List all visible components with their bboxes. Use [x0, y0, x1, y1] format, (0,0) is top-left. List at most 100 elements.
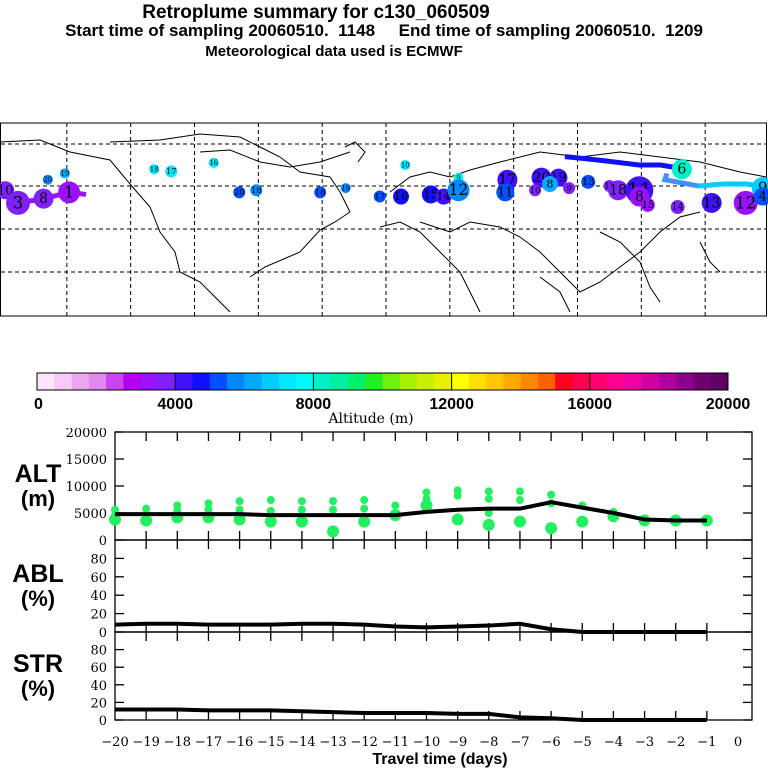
series-line: [114, 621, 707, 634]
colorbar-swatch: [123, 373, 142, 390]
cluster-marker: 19: [340, 183, 351, 194]
cluster-circle: [529, 184, 542, 197]
cluster-marker: 17: [165, 165, 178, 178]
cluster-circle: [208, 157, 219, 168]
y-tick-label: 60: [90, 571, 107, 586]
cluster-marker: 11: [496, 183, 515, 202]
colorbar-swatch: [244, 373, 263, 390]
colorbar-swatch: [572, 373, 591, 390]
x-tick-label: −13: [319, 735, 346, 750]
altitude-point: [453, 491, 462, 500]
cluster-circle: [563, 182, 576, 195]
cluster-circle: [435, 188, 452, 205]
x-tick-label: −9: [448, 735, 467, 750]
cluster-marker: 10: [529, 184, 542, 197]
cluster-marker: 12: [447, 179, 470, 202]
colorbar-swatch: [175, 373, 193, 390]
cluster-marker: 16: [393, 188, 410, 205]
cluster-circle: [581, 174, 596, 189]
colorbar-swatch: [278, 373, 297, 390]
cluster-marker: 9: [563, 182, 576, 195]
cluster-label: 1: [64, 183, 74, 201]
altitude-point: [576, 515, 589, 528]
colorbar-swatch: [227, 373, 245, 390]
cluster-marker: 18: [608, 180, 629, 201]
colorbar-swatch: [503, 373, 522, 390]
colorbar-swatch: [520, 373, 539, 390]
colorbar-tick-label: 0: [34, 396, 43, 413]
cluster-marker: 16: [208, 157, 219, 168]
colorbar-swatch: [399, 373, 418, 390]
x-axis-label: Travel time (days): [372, 751, 507, 768]
cluster-label: 18: [150, 165, 159, 173]
y-tick-label: 0: [99, 714, 107, 729]
colorbar-tick-label: 4000: [157, 396, 193, 413]
cluster-marker: 19: [59, 168, 70, 179]
altitude-point: [204, 499, 213, 508]
colorbar-swatch: [486, 373, 504, 390]
panel-frame: [114, 631, 753, 721]
y-tick-label: 60: [90, 661, 107, 676]
cluster-circle: [33, 188, 54, 209]
panel-unit: (%): [21, 676, 55, 701]
colorbar-swatch: [71, 373, 90, 390]
cluster-label: 10: [530, 185, 541, 195]
x-tick-label: −1: [697, 735, 716, 750]
cluster-label: 14: [436, 190, 450, 203]
colorbar-label: Altitude (m): [327, 411, 413, 427]
altitude-point: [235, 505, 244, 514]
cluster-label: 17: [166, 166, 177, 176]
cluster-label: 11: [497, 184, 513, 199]
cluster-marker: 17: [373, 190, 386, 203]
cluster-circle: [340, 183, 351, 194]
cluster-label: 10: [0, 182, 13, 197]
sampling-times: Start time of sampling 20060510. 1148 En…: [65, 21, 703, 40]
colorbar-swatch: [37, 373, 55, 390]
altitude-point: [484, 494, 493, 503]
colorbar-swatch: [140, 373, 159, 390]
y-tick-label: 20: [90, 608, 107, 623]
cluster-label: 12: [735, 192, 756, 212]
x-tick-label: −3: [635, 735, 654, 750]
cluster-marker: 15: [421, 185, 440, 204]
cluster-marker: 18: [250, 184, 263, 197]
cluster-label: 13: [703, 195, 721, 211]
panel-abl: 0 20 40 60 80 ABL(%): [12, 539, 753, 641]
y-tick-label: 10000: [66, 480, 107, 495]
x-tick-label: −11: [382, 735, 409, 750]
cluster-label: 14: [671, 202, 683, 213]
altitude-point: [295, 515, 308, 528]
cluster-label: 18: [609, 183, 627, 199]
altitude-point: [484, 509, 493, 517]
panel-frame: [114, 431, 753, 541]
cluster-circle: [701, 192, 722, 213]
colorbar-tick-label: 16000: [568, 396, 613, 413]
colorbar-swatch: [658, 373, 677, 390]
altitude-point: [422, 488, 431, 497]
cluster-marker: 10: [400, 160, 411, 171]
colorbar-tick-label: 20000: [706, 396, 751, 413]
panel-alt: 0 5000 10000 15000 20000 ALT(m): [15, 428, 753, 549]
y-tick-label: 80: [90, 552, 107, 567]
cluster-label: 12: [449, 181, 469, 199]
altitude-point: [297, 505, 306, 514]
cluster-circle: [671, 159, 692, 180]
cluster-marker: 8: [33, 188, 54, 209]
colorbar-swatch: [330, 373, 349, 390]
panel-unit: (%): [21, 586, 55, 611]
cluster-label: 9: [456, 174, 460, 182]
y-tick-label: 40: [90, 679, 107, 694]
cluster-marker: 13: [701, 192, 722, 213]
cluster-marker: 14: [670, 200, 685, 215]
y-tick-label: 80: [90, 644, 107, 659]
x-tick-label: −10: [413, 735, 440, 750]
altitude-colorbar: 0 4000 8000 12000 16000 20000 Altitude (m): [34, 372, 751, 427]
x-tick-label: −20: [101, 735, 128, 750]
cluster-circle: [421, 185, 440, 204]
cluster-label: 15: [423, 187, 439, 202]
colorbar-swatch: [313, 373, 332, 390]
colorbar-swatch: [624, 373, 643, 390]
cluster-marker: 8: [541, 175, 558, 192]
altitude-point: [420, 499, 433, 512]
